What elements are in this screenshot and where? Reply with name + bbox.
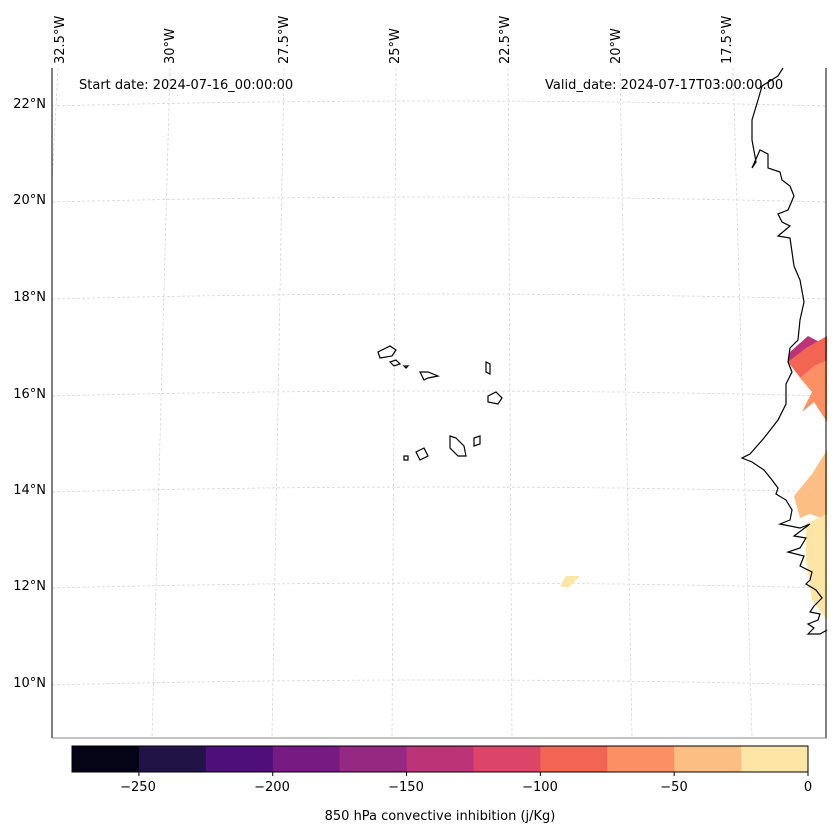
colorbar-segment — [406, 746, 474, 772]
map-frame — [52, 68, 827, 738]
cin-contour-orange — [800, 360, 827, 422]
parallel-12n — [51, 582, 828, 589]
colorbar-segment — [339, 746, 408, 772]
colorbar-tick-label: −250 — [120, 780, 156, 795]
lat-label-12n: 12°N — [13, 579, 46, 594]
colorbar-tick-label: −150 — [388, 780, 424, 795]
island-sao-nicolau — [419, 371, 441, 381]
colorbar-segment — [607, 746, 675, 772]
island-sao-vicente — [388, 359, 402, 367]
island-fogo — [415, 447, 429, 461]
colorbar-segment — [473, 746, 541, 772]
island-santiago — [449, 435, 467, 457]
colorbar — [71, 745, 809, 776]
parallel-18n — [51, 293, 828, 300]
parallel-16n — [51, 390, 828, 397]
colorbar-tick-label: −50 — [660, 780, 688, 795]
colorbar-segment — [674, 746, 742, 772]
lon-label-25w: 25°W — [388, 28, 403, 64]
colorbar-frame — [71, 745, 809, 773]
colorbar-tick-label: −100 — [522, 780, 558, 795]
colorbar-segment — [205, 746, 274, 772]
colorbar-title: 850 hPa convective inhibition (j/Kg) — [324, 809, 556, 824]
lat-label-16n: 16°N — [13, 387, 46, 402]
island-sal — [485, 361, 491, 375]
lon-label-22-5w: 22.5°W — [498, 15, 513, 64]
parallel-22n — [51, 100, 828, 107]
colorbar-tick-label: 0 — [803, 780, 813, 795]
axes-frame — [51, 68, 827, 738]
colorbar-tick-label: −200 — [254, 780, 290, 795]
lon-label-27-5w: 27.5°W — [277, 15, 292, 64]
island-boa-vista — [487, 391, 503, 405]
island-brava — [403, 455, 409, 461]
lat-label-20n: 20°N — [13, 193, 46, 208]
island-santo-antao — [377, 345, 397, 359]
colorbar-segment — [540, 746, 608, 772]
cin-contour-light-orange — [794, 450, 827, 520]
meridian-32-5w — [51, 67, 59, 183]
parallel-20n — [51, 196, 828, 203]
meridian-30w — [151, 67, 171, 739]
valid-date-label: Valid_date: 2024-07-17T03:00:00.00 — [545, 78, 784, 93]
parallel-gridlines — [51, 100, 828, 686]
meridian-gridlines — [51, 67, 753, 739]
meridian-20w — [619, 67, 633, 739]
lon-label-30w: 30°W — [163, 28, 178, 64]
colorbar-segment — [72, 746, 140, 772]
cin-filled-contours — [560, 336, 827, 620]
lat-label-18n: 18°N — [13, 290, 46, 305]
lat-label-14n: 14°N — [13, 483, 46, 498]
lon-label-17-5w: 17.5°W — [720, 15, 735, 64]
map-panel — [51, 67, 828, 739]
cin-contour-pale-yellow-offshore — [560, 576, 580, 588]
lat-label-22n: 22°N — [13, 97, 46, 112]
coastline-west-africa — [740, 67, 828, 635]
meridian-27-5w — [271, 67, 285, 739]
colorbar-segment — [741, 746, 809, 772]
island-maio — [473, 435, 481, 447]
coastlines — [377, 67, 828, 635]
parallel-10n — [51, 679, 828, 686]
lat-label-10n: 10°N — [13, 676, 46, 691]
colorbar-segment — [272, 746, 341, 772]
lon-label-32-5w: 32.5°W — [53, 15, 68, 64]
island-santa-luzia — [402, 365, 410, 369]
cin-contour-pale-yellow-coast — [806, 514, 827, 620]
colorbar-segment — [138, 746, 207, 772]
parallel-14n — [51, 486, 828, 493]
start-date-label: Start date: 2024-07-16_00:00:00 — [79, 78, 294, 93]
lon-label-20w: 20°W — [609, 28, 624, 64]
meridian-22-5w — [507, 67, 513, 739]
meridian-25w — [391, 67, 397, 739]
meridian-17-5w — [732, 67, 753, 739]
